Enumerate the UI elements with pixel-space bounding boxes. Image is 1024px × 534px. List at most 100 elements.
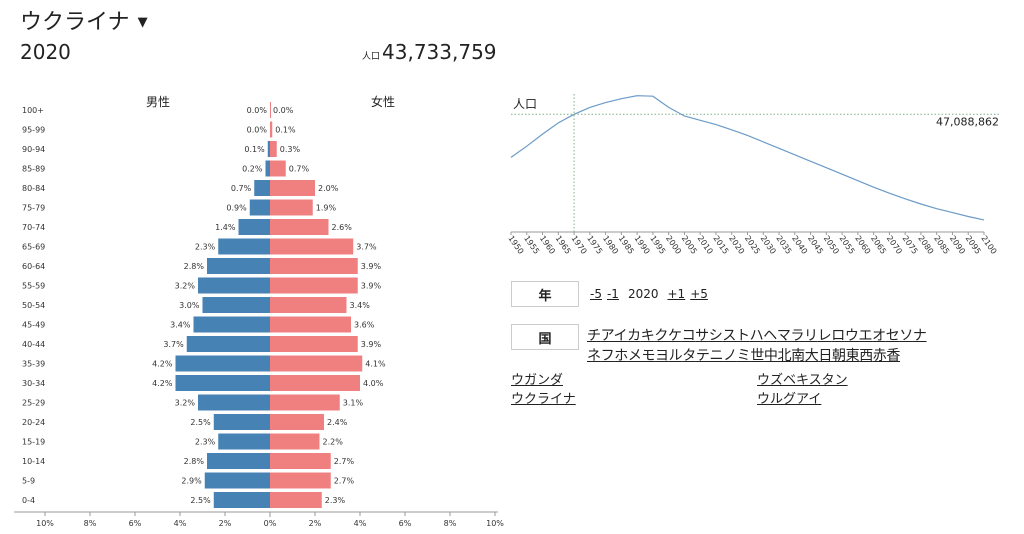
kana-link-2-12[interactable]: 世 xyxy=(750,348,764,364)
kana-link-1-1[interactable]: ア xyxy=(600,328,614,344)
kana-link-1-22[interactable]: セ xyxy=(885,328,900,344)
kana-link-2-4[interactable]: モ xyxy=(641,348,656,364)
kana-link-1-5[interactable]: ク xyxy=(654,328,668,344)
x-tick-label-10: 10% xyxy=(486,519,504,528)
country-link-uruguay[interactable]: ウルグアイ xyxy=(757,392,822,407)
bar-female-80-84 xyxy=(270,180,315,196)
kana-link-1-16[interactable]: リ xyxy=(804,328,818,344)
kana-link-2-6[interactable]: ル xyxy=(668,348,683,364)
age-label-35-39: 35-39 xyxy=(22,360,45,369)
bar-female-55-59 xyxy=(270,277,358,294)
country-link-uzbekistan[interactable]: ウズベキスタン xyxy=(757,373,848,388)
kana-link-2-0[interactable]: ネ xyxy=(587,348,601,364)
legend-female: 女性 xyxy=(371,94,395,109)
kana-link-2-1[interactable]: フ xyxy=(600,348,615,364)
legend-male: 男性 xyxy=(146,95,170,109)
label-male-0-4: 2.5% xyxy=(190,496,211,505)
kana-link-1-13[interactable]: ヘ xyxy=(763,328,777,344)
kana-link-1-2[interactable]: イ xyxy=(613,328,628,344)
country-button[interactable]: 国 xyxy=(511,324,579,350)
country-link-uganda[interactable]: ウガンダ xyxy=(511,373,564,388)
label-female-5-9: 2.7% xyxy=(334,477,355,486)
kana-link-2-9[interactable]: ニ xyxy=(709,348,724,364)
kana-link-2-10[interactable]: ノ xyxy=(723,348,737,364)
label-female-40-44: 3.9% xyxy=(361,340,382,349)
kana-link-2-5[interactable]: ヨ xyxy=(655,348,669,364)
kana-link-2-17[interactable]: 日 xyxy=(818,348,832,364)
label-male-55-59: 3.2% xyxy=(175,282,196,291)
kana-link-1-23[interactable]: ソ xyxy=(899,328,913,344)
age-label-40-44: 40-44 xyxy=(22,340,45,349)
label-male-60-64: 2.8% xyxy=(184,262,205,271)
kana-link-2-7[interactable]: タ xyxy=(682,348,696,364)
kana-link-1-8[interactable]: サ xyxy=(695,328,709,344)
line-x-tick-label-1950: 1950 xyxy=(506,234,525,256)
line-x-tick-label-2010: 2010 xyxy=(696,234,715,256)
kana-link-2-21[interactable]: 赤 xyxy=(872,348,887,364)
kana-link-1-24[interactable]: ナ xyxy=(912,328,927,344)
bar-male-0-4 xyxy=(213,492,270,508)
label-female-65-69: 3.7% xyxy=(356,243,377,252)
kana-link-2-13[interactable]: 中 xyxy=(763,348,778,364)
line-x-tick-label-2095: 2095 xyxy=(964,234,983,256)
kana-link-2-14[interactable]: 北 xyxy=(777,348,792,364)
bar-female-90-94 xyxy=(270,141,277,157)
year-plus-1-link[interactable]: +1 xyxy=(667,287,686,301)
kana-link-1-19[interactable]: ウ xyxy=(844,328,859,344)
kana-link-2-8[interactable]: テ xyxy=(695,348,710,364)
kana-link-1-21[interactable]: オ xyxy=(872,328,886,344)
kana-link-1-14[interactable]: マ xyxy=(776,328,791,344)
age-label-0-4: 0-4 xyxy=(22,496,35,505)
kana-link-1-6[interactable]: ケ xyxy=(667,328,682,344)
label-female-70-74: 2.6% xyxy=(332,223,353,232)
country-selector[interactable]: ウクライナ ▼ xyxy=(20,4,148,36)
bar-male-90-94 xyxy=(267,141,270,157)
year-plus-5-link[interactable]: +5 xyxy=(690,287,708,301)
kana-link-1-9[interactable]: シ xyxy=(708,328,723,344)
kana-link-2-3[interactable]: メ xyxy=(627,348,642,364)
label-female-80-84: 2.0% xyxy=(318,184,339,193)
kana-link-1-10[interactable]: ス xyxy=(722,328,736,344)
line-x-tick-label-2000: 2000 xyxy=(664,234,683,256)
kana-link-1-12[interactable]: ハ xyxy=(749,328,764,344)
year-minus-5-link[interactable]: -5 xyxy=(590,287,602,301)
bar-female-30-34 xyxy=(270,375,360,391)
kana-link-1-4[interactable]: キ xyxy=(640,328,655,344)
bar-male-45-49 xyxy=(193,316,270,333)
kana-link-1-20[interactable]: エ xyxy=(858,328,873,344)
label-female-85-89: 0.7% xyxy=(289,165,310,174)
bar-male-35-39 xyxy=(175,355,270,372)
year-button-label: 年 xyxy=(538,288,552,304)
kana-link-2-11[interactable]: ミ xyxy=(736,348,751,364)
line-x-tick-label-1990: 1990 xyxy=(632,234,651,256)
kana-link-2-22[interactable]: 香 xyxy=(886,348,901,364)
kana-link-2-18[interactable]: 朝 xyxy=(831,348,846,364)
kana-link-1-18[interactable]: ロ xyxy=(831,328,845,344)
kana-link-2-16[interactable]: 大 xyxy=(804,348,819,364)
label-male-25-29: 3.2% xyxy=(175,399,196,408)
kana-link-1-3[interactable]: カ xyxy=(627,328,641,344)
label-female-90-94: 0.3% xyxy=(280,145,301,154)
line-x-tick-label-1985: 1985 xyxy=(617,234,636,256)
kana-link-1-15[interactable]: ラ xyxy=(790,328,805,344)
line-x-tick-label-1970: 1970 xyxy=(569,234,588,256)
kana-link-2-2[interactable]: ホ xyxy=(614,348,628,364)
label-male-70-74: 1.4% xyxy=(215,223,236,232)
year-button[interactable]: 年 xyxy=(511,281,579,307)
kana-link-2-15[interactable]: 南 xyxy=(791,348,805,364)
label-male-50-54: 3.0% xyxy=(179,301,200,310)
kana-link-1-0[interactable]: チ xyxy=(587,328,601,344)
kana-link-1-17[interactable]: レ xyxy=(817,328,832,344)
year-minus-1-link[interactable]: -1 xyxy=(606,287,619,301)
kana-link-1-7[interactable]: コ xyxy=(681,328,696,344)
country-link-ukraine[interactable]: ウクライナ xyxy=(511,392,576,407)
bar-female-0-4 xyxy=(270,492,322,508)
label-female-0-4: 2.3% xyxy=(325,496,346,505)
bar-male-75-79 xyxy=(249,199,270,216)
line-x-tick-label-2085: 2085 xyxy=(932,234,951,256)
kana-link-2-20[interactable]: 西 xyxy=(859,348,873,364)
age-label-25-29: 25-29 xyxy=(22,399,45,408)
kana-link-2-19[interactable]: 東 xyxy=(845,348,860,364)
kana-link-1-11[interactable]: ト xyxy=(736,328,750,344)
line-x-tick-label-2050: 2050 xyxy=(822,234,841,256)
